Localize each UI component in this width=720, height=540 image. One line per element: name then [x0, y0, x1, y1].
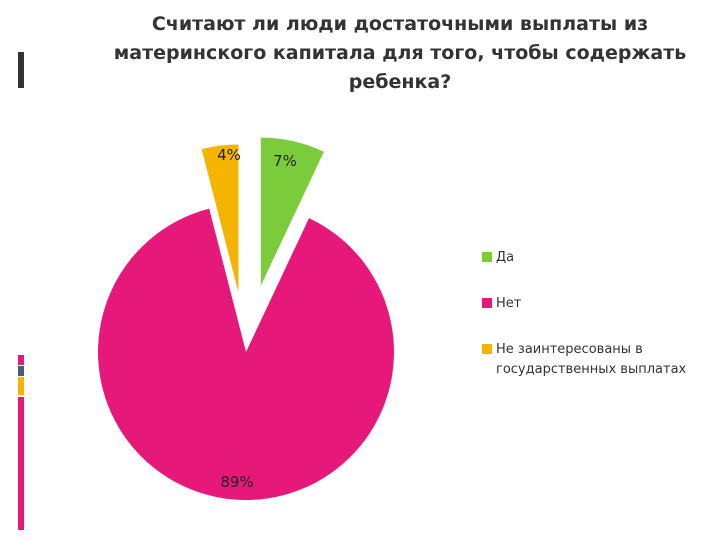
legend-label-net-line: Нет — [496, 296, 522, 311]
legend-item-da: Да — [482, 248, 717, 268]
legend-label-net: Нет — [482, 294, 717, 314]
decorative-bar-slate — [18, 366, 24, 376]
legend-label-not-interested-line-1: Не заинтересованы в — [496, 342, 643, 357]
chart-title: Считают ли люди достаточными выплаты из … — [113, 13, 687, 93]
pie-slice-not-interested — [201, 144, 239, 293]
pie-slice-da — [260, 137, 324, 286]
legend-swatch-not-interested — [482, 344, 492, 354]
decorative-bar-top-left — [18, 52, 24, 88]
legend-label-da: Да — [482, 248, 717, 268]
data-label-da: 7% — [273, 152, 297, 170]
legend-swatch-net — [482, 298, 492, 308]
legend-swatch-da — [482, 252, 492, 262]
legend-label-da-line: Да — [496, 250, 515, 265]
legend-label-not-interested-line-2: государственных выплатах — [496, 362, 687, 377]
legend-item-not-interested: Не заинтересованы в государственных выпл… — [482, 340, 717, 380]
decorative-bar-pink-long — [18, 397, 24, 530]
data-label-net: 89% — [220, 473, 253, 491]
decorative-bar-yellow — [18, 377, 24, 395]
chart-legend: Да Нет Не заинтересованы в государственн… — [482, 248, 717, 406]
legend-item-net: Нет — [482, 294, 717, 314]
legend-label-not-interested: Не заинтересованы в государственных выпл… — [482, 340, 717, 380]
pie-slice-net — [98, 208, 394, 500]
data-label-not-interested: 4% — [217, 146, 241, 164]
decorative-bar-pink-top — [18, 355, 24, 365]
